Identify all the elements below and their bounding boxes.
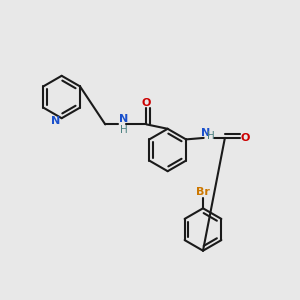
Text: N: N <box>201 128 210 138</box>
Text: O: O <box>142 98 151 108</box>
Text: H: H <box>208 131 215 142</box>
Text: N: N <box>51 116 60 126</box>
Text: Br: Br <box>196 187 210 197</box>
Text: H: H <box>120 125 128 135</box>
Text: O: O <box>240 133 250 143</box>
Text: N: N <box>119 114 129 124</box>
